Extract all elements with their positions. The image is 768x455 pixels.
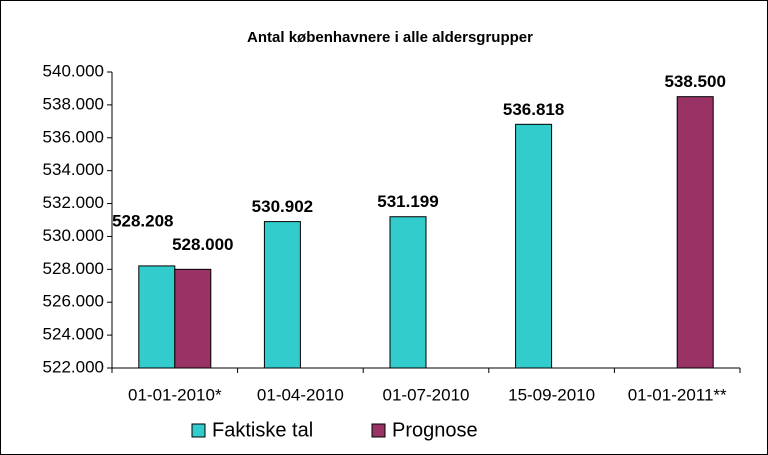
value-label: 528.208 xyxy=(112,211,173,230)
y-tick-label: 534.000 xyxy=(43,160,104,179)
x-tick-label: 01-01-2011** xyxy=(628,385,727,404)
y-tick-label: 532.000 xyxy=(43,193,104,212)
value-label: 538.500 xyxy=(664,72,725,91)
y-tick-label: 526.000 xyxy=(43,292,104,311)
y-tick-label: 524.000 xyxy=(43,325,104,344)
value-label: 530.902 xyxy=(252,197,313,216)
value-label: 531.199 xyxy=(377,192,438,211)
value-label: 536.818 xyxy=(503,100,564,119)
x-tick-label: 01-07-2010 xyxy=(383,385,470,404)
bar xyxy=(138,265,176,369)
y-tick-label: 530.000 xyxy=(43,226,104,245)
bar xyxy=(389,216,427,369)
legend-swatch xyxy=(371,423,386,438)
legend-label: Prognose xyxy=(392,419,478,441)
x-tick-label: 01-04-2010 xyxy=(257,385,344,404)
bar xyxy=(174,268,212,369)
bar xyxy=(263,221,301,369)
legend-swatch xyxy=(191,423,206,438)
legend-label: Faktiske tal xyxy=(212,419,313,441)
value-label: 528.000 xyxy=(172,235,233,254)
chart-title: Antal københavnere i alle aldersgrupper xyxy=(247,29,533,46)
bar xyxy=(676,96,714,369)
x-tick-label: 15-09-2010 xyxy=(508,385,595,404)
y-tick-label: 528.000 xyxy=(43,259,104,278)
bar xyxy=(515,123,553,369)
y-tick-label: 522.000 xyxy=(43,357,104,376)
x-tick-label: 01-01-2010* xyxy=(128,385,222,404)
y-tick-label: 540.000 xyxy=(43,61,104,80)
y-tick-label: 536.000 xyxy=(43,127,104,146)
y-tick-label: 538.000 xyxy=(43,94,104,113)
